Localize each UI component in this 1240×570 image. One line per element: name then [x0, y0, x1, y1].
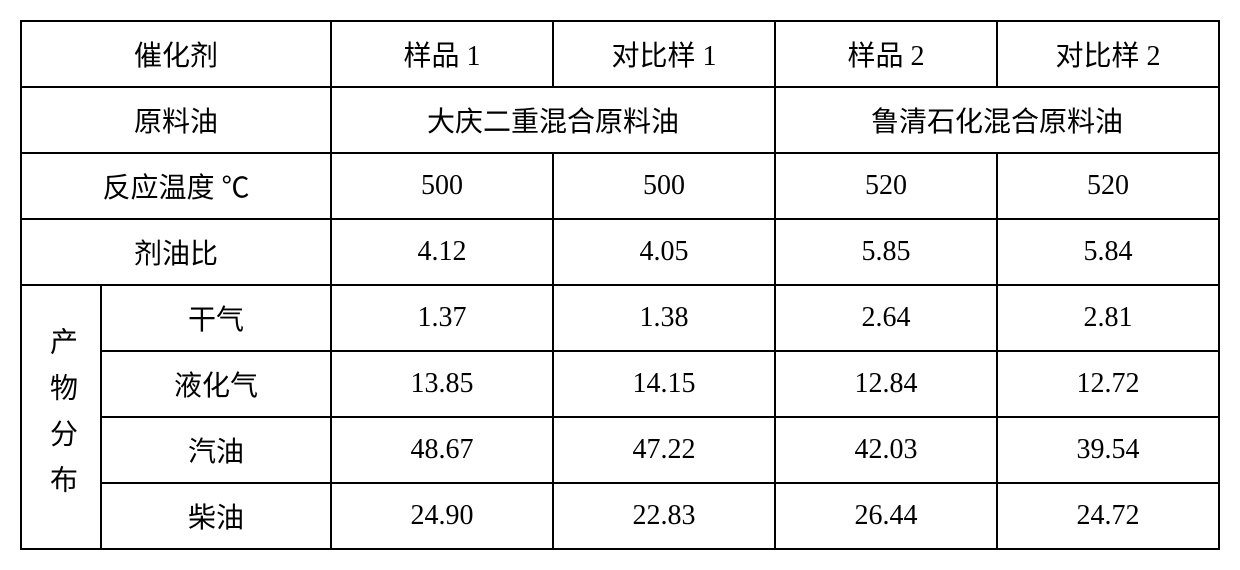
cell-value: 1.38 [553, 285, 775, 351]
feedstock-label: 原料油 [21, 87, 331, 153]
product-distribution-group: 产物分布 [21, 285, 101, 549]
table-row: 汽油 48.67 47.22 42.03 39.54 [21, 417, 1219, 483]
cell-value: 520 [775, 153, 997, 219]
row-label-gasoline: 汽油 [101, 417, 331, 483]
cell-value: 22.83 [553, 483, 775, 549]
table-row: 反应温度 ℃ 500 500 520 520 [21, 153, 1219, 219]
catalyst-data-table: 催化剂 样品 1 对比样 1 样品 2 对比样 2 原料油 大庆二重混合原料油 … [20, 20, 1220, 550]
cat-oil-ratio-label: 剂油比 [21, 219, 331, 285]
cell-value: 24.72 [997, 483, 1219, 549]
cell-value: 2.64 [775, 285, 997, 351]
reaction-temp-label: 反应温度 ℃ [21, 153, 331, 219]
table-row: 产物分布 干气 1.37 1.38 2.64 2.81 [21, 285, 1219, 351]
cell-value: 5.84 [997, 219, 1219, 285]
cell-value: 13.85 [331, 351, 553, 417]
row-label-diesel: 柴油 [101, 483, 331, 549]
cell-value: 26.44 [775, 483, 997, 549]
catalyst-header: 催化剂 [21, 21, 331, 87]
cell-value: 2.81 [997, 285, 1219, 351]
table-row: 催化剂 样品 1 对比样 1 样品 2 对比样 2 [21, 21, 1219, 87]
cell-value: 520 [997, 153, 1219, 219]
feedstock-group-2: 鲁清石化混合原料油 [775, 87, 1219, 153]
cell-value: 47.22 [553, 417, 775, 483]
cell-value: 42.03 [775, 417, 997, 483]
col-compare-2: 对比样 2 [997, 21, 1219, 87]
cell-value: 1.37 [331, 285, 553, 351]
table-row: 柴油 24.90 22.83 26.44 24.72 [21, 483, 1219, 549]
cell-value: 24.90 [331, 483, 553, 549]
col-sample-1: 样品 1 [331, 21, 553, 87]
table-row: 原料油 大庆二重混合原料油 鲁清石化混合原料油 [21, 87, 1219, 153]
table-row: 剂油比 4.12 4.05 5.85 5.84 [21, 219, 1219, 285]
cell-value: 48.67 [331, 417, 553, 483]
table-row: 液化气 13.85 14.15 12.84 12.72 [21, 351, 1219, 417]
cell-value: 4.12 [331, 219, 553, 285]
product-distribution-label: 产物分布 [41, 315, 81, 511]
cell-value: 14.15 [553, 351, 775, 417]
cell-value: 5.85 [775, 219, 997, 285]
row-label-drygas: 干气 [101, 285, 331, 351]
col-sample-2: 样品 2 [775, 21, 997, 87]
cell-value: 500 [553, 153, 775, 219]
col-compare-1: 对比样 1 [553, 21, 775, 87]
feedstock-group-1: 大庆二重混合原料油 [331, 87, 775, 153]
cell-value: 39.54 [997, 417, 1219, 483]
cell-value: 12.84 [775, 351, 997, 417]
cell-value: 12.72 [997, 351, 1219, 417]
row-label-lpg: 液化气 [101, 351, 331, 417]
cell-value: 4.05 [553, 219, 775, 285]
cell-value: 500 [331, 153, 553, 219]
